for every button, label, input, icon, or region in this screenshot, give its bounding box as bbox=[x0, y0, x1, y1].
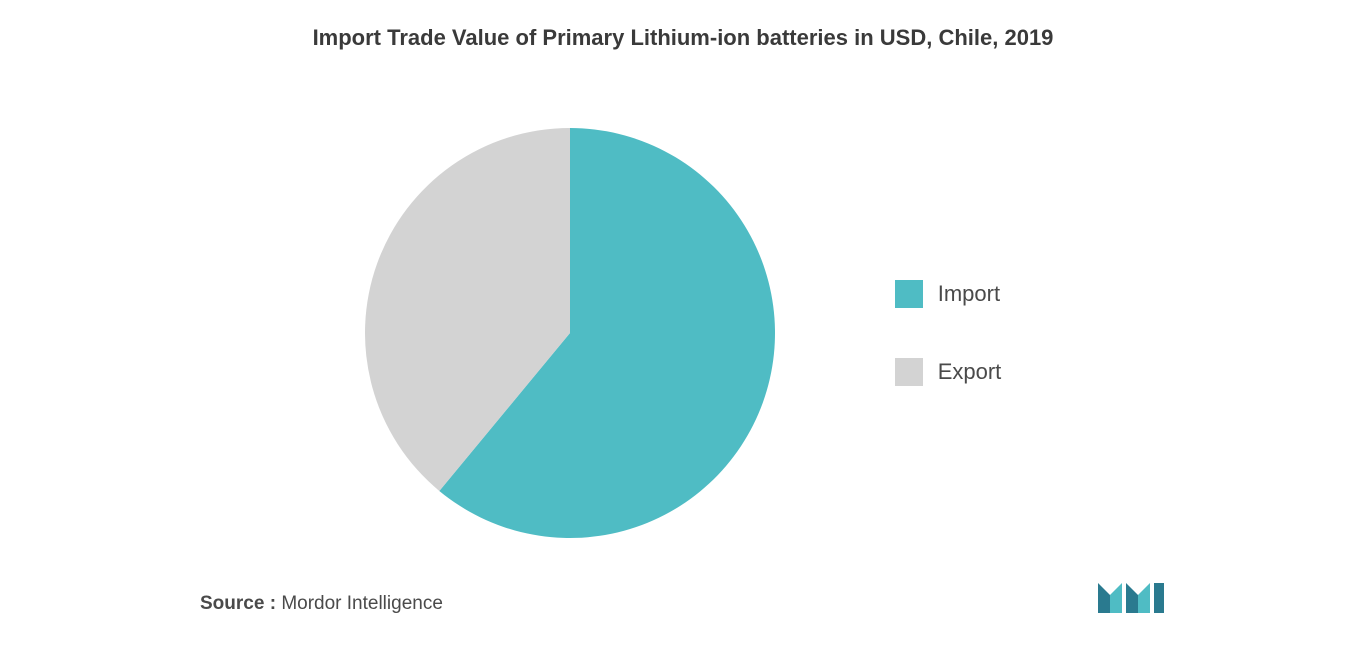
source-value: Mordor Intelligence bbox=[281, 593, 443, 614]
chart-title: Import Trade Value of Primary Lithium-io… bbox=[40, 25, 1326, 51]
legend-item-import: Import bbox=[895, 280, 1002, 308]
chart-footer: Source : Mordor Intelligence bbox=[40, 575, 1326, 625]
pie-chart bbox=[365, 128, 775, 538]
mordor-logo-icon bbox=[1096, 575, 1166, 615]
pie-wrapper: Import Export bbox=[365, 128, 1002, 538]
legend: Import Export bbox=[895, 280, 1002, 386]
legend-label-export: Export bbox=[938, 359, 1002, 385]
chart-container: Import Trade Value of Primary Lithium-io… bbox=[0, 0, 1366, 655]
source-text: Source : Mordor Intelligence bbox=[200, 593, 443, 615]
legend-swatch-export bbox=[895, 358, 923, 386]
source-label: Source : bbox=[200, 593, 276, 614]
chart-body: Import Export bbox=[40, 91, 1326, 575]
legend-item-export: Export bbox=[895, 358, 1002, 386]
legend-label-import: Import bbox=[938, 281, 1000, 307]
legend-swatch-import bbox=[895, 280, 923, 308]
